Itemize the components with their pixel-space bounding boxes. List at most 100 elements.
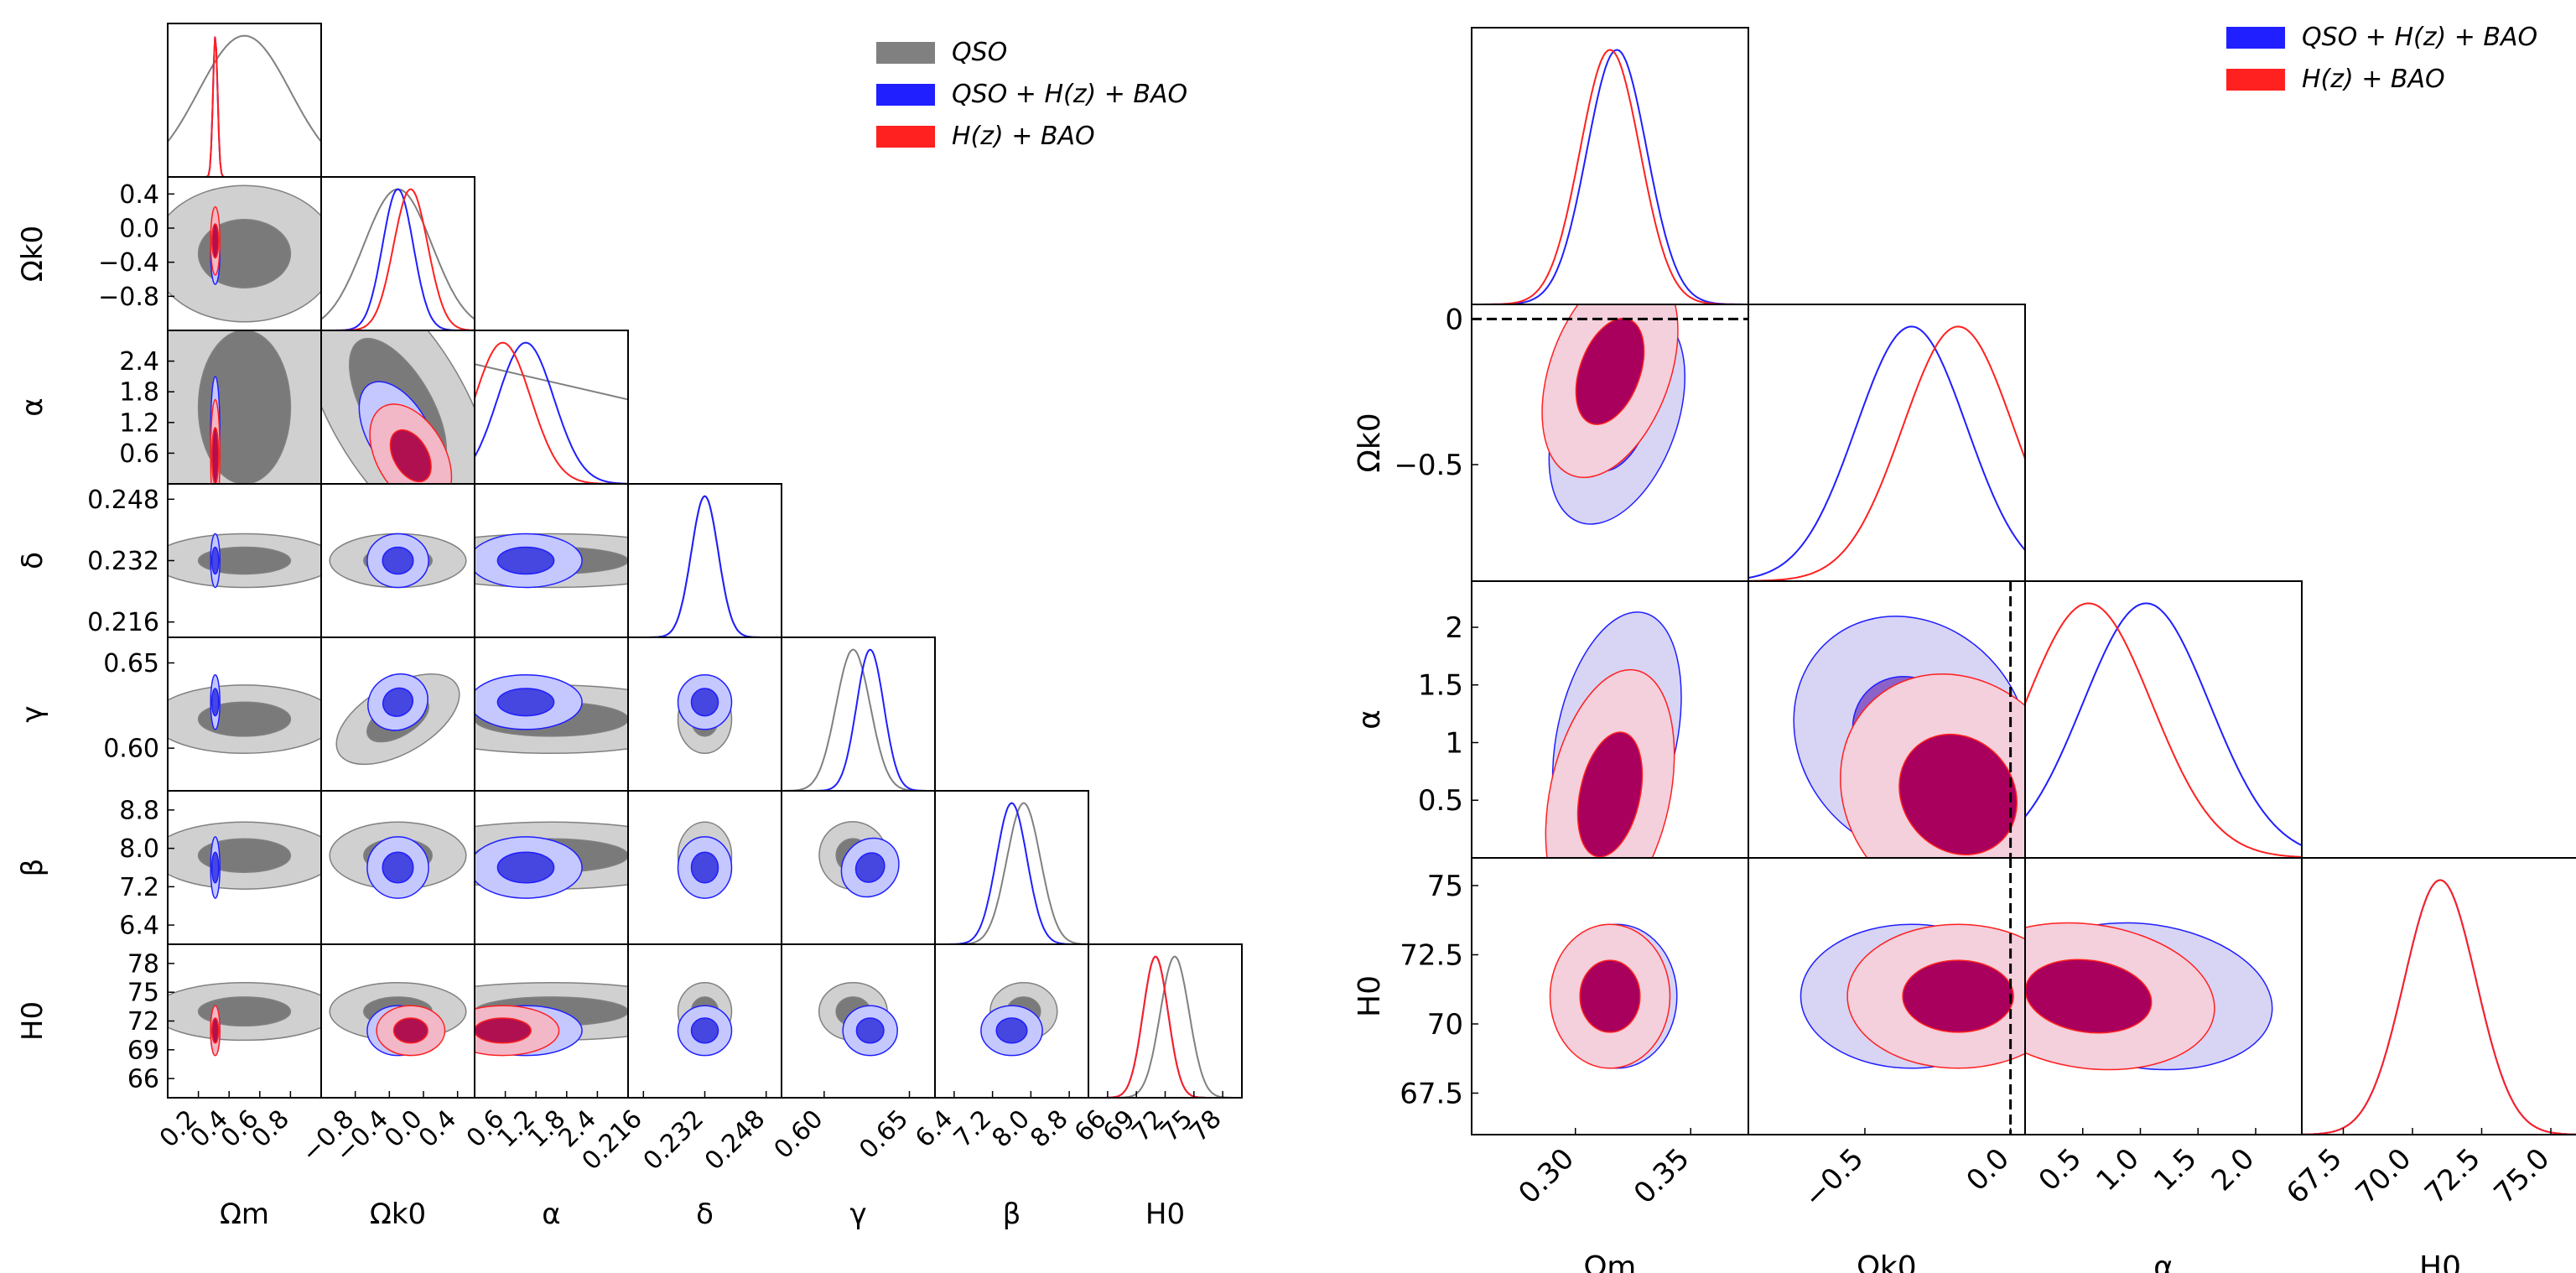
y-tick-label: 1.2: [119, 408, 159, 438]
y-tick-label: 67.5: [1400, 1077, 1463, 1110]
y-axis-label-alpha: α: [16, 397, 49, 416]
x-axis-label-Om: Ωm: [220, 1198, 269, 1231]
panel-frame: [2024, 580, 2303, 859]
contour-qsohzbao-2sigma: [496, 688, 555, 717]
contour-hzbao-2sigma: [392, 1017, 428, 1044]
panel-gamma-gamma: [781, 636, 936, 792]
marginal-curve-qsohzbao: [2302, 879, 2576, 1135]
panel-alpha-alpha: [2024, 580, 2303, 859]
y-axis-label-beta: β: [16, 859, 49, 877]
x-tick-label: 0.248: [699, 1104, 771, 1176]
x-tick-label: 0.65: [854, 1104, 914, 1165]
panel-content: [475, 341, 628, 484]
panel-content: [168, 674, 321, 755]
panel-gamma-delta: [627, 636, 782, 792]
panel-frame: [1088, 943, 1243, 1099]
contour-hzbao-2sigma: [1576, 731, 1644, 858]
x-tick-label: 2.0: [2205, 1142, 2262, 1198]
x-tick-label: 0.8: [247, 1104, 295, 1153]
marginal-curve-qsohzbao: [1748, 325, 2025, 579]
contour-qso-2sigma: [197, 838, 292, 873]
panel-content: [1545, 611, 1682, 858]
panel-delta-Ok0: [320, 483, 475, 638]
panel-frame: [781, 636, 936, 792]
legend-label: QSO + H(z) + BAO: [952, 80, 1187, 109]
x-tick-label: 0.4: [413, 1104, 462, 1153]
contour-hzbao-2sigma: [210, 1017, 220, 1044]
panel-content: [1748, 325, 2025, 581]
panel-frame: [1471, 27, 1749, 305]
panel-beta-gamma: [781, 790, 936, 945]
contour-qsohzbao-2sigma: [210, 546, 220, 575]
legend-label: H(z) + BAO: [2302, 65, 2445, 94]
panel-content: [168, 982, 321, 1057]
panel-content: [935, 802, 1088, 944]
panel-H0-alpha: [2024, 857, 2303, 1135]
panel-content: [475, 533, 628, 589]
marginal-curve-hzbao: [1472, 49, 1748, 304]
contour-qso-2sigma: [197, 546, 292, 575]
panel-frame: [1748, 304, 2026, 582]
panel-alpha-Om: [167, 330, 322, 485]
y-tick-label: 0.216: [87, 608, 159, 637]
x-tick-label: 0.60: [769, 1104, 829, 1165]
panel-content: [628, 495, 782, 637]
x-tick-label: 0.30: [1512, 1142, 1581, 1211]
panel-content: [329, 533, 467, 589]
x-axis-label-Om: Ωm: [1584, 1250, 1637, 1273]
marginal-curve-qso: [782, 648, 935, 791]
panel-H0-H0: [1088, 943, 1243, 1099]
panel-content: [329, 821, 467, 899]
y-tick-label: 69: [127, 1036, 159, 1065]
panel-H0-alpha: [474, 943, 629, 1099]
panel-delta-Om: [167, 483, 322, 638]
y-tick-label: 8.0: [119, 834, 159, 864]
panel-content: [168, 184, 321, 323]
x-tick-label: 0.35: [1628, 1142, 1696, 1211]
y-tick-label: 0.4: [119, 180, 159, 210]
panel-content: [168, 34, 321, 177]
y-tick-label: 72.5: [1400, 938, 1463, 972]
panel-alpha-Ok0: [320, 330, 475, 485]
contour-qsohzbao-2sigma: [210, 851, 220, 884]
panel-beta-alpha: [474, 790, 629, 945]
x-axis-label-H0: H0: [1145, 1198, 1185, 1231]
x-tick-label: 67.5: [2280, 1142, 2349, 1211]
panel-alpha-alpha: [474, 330, 629, 485]
panel-content: [2302, 879, 2576, 1135]
panel-content: [980, 982, 1058, 1057]
marginal-curve-qsohzbao: [321, 188, 475, 330]
panel-content: [818, 821, 900, 898]
panel-delta-delta: [627, 483, 782, 638]
marginal-curve-hzbao: [2302, 879, 2576, 1135]
legend-swatch: [2226, 27, 2285, 49]
panel-content: [1800, 858, 2025, 1135]
x-tick-label: 8.8: [1025, 1104, 1073, 1153]
x-tick-label: 1.0: [2090, 1142, 2146, 1198]
panel-frame: [934, 790, 1089, 945]
panel-delta-alpha: [474, 483, 629, 638]
panel-content: [168, 533, 321, 589]
marginal-curve-hzbao: [321, 188, 475, 330]
y-tick-label: 0.0: [119, 215, 159, 244]
panel-beta-Om: [167, 790, 322, 945]
x-tick-label: 75.0: [2488, 1142, 2557, 1211]
panel-gamma-Om: [167, 636, 322, 792]
contour-qsohzbao-2sigma: [690, 1017, 719, 1044]
panel-Om-Om: [167, 23, 322, 178]
y-axis-label-Ok0: Ωk0: [1353, 413, 1387, 472]
panel-Om-Om: [1471, 27, 1749, 305]
panel-content: [1472, 49, 1748, 304]
marginal-curve-qsohzbao: [475, 341, 628, 484]
contour-qsohzbao-2sigma: [496, 851, 555, 884]
x-tick-label: 0.5: [2033, 1142, 2089, 1198]
corner-plot-1: 0.20.40.60.8Ωm−0.8−0.40.00.4Ωk00.61.21.8…: [16, 23, 1243, 1231]
panel-alpha-Ok0: [1748, 580, 2026, 859]
panel-content: [475, 982, 628, 1057]
x-axis-label-delta: δ: [696, 1198, 714, 1231]
panel-H0-Ok0: [320, 943, 475, 1099]
panel-content: [329, 982, 467, 1057]
panel-content: [782, 648, 935, 791]
y-tick-label: −0.4: [98, 248, 159, 278]
